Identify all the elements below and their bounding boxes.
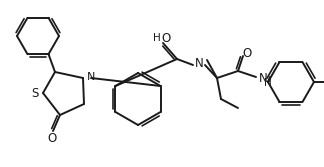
Text: S: S [31, 87, 39, 100]
Text: N: N [87, 72, 95, 82]
Text: H: H [264, 78, 272, 88]
Text: O: O [47, 132, 57, 145]
Text: N: N [195, 56, 203, 69]
Text: O: O [242, 46, 252, 59]
Text: O: O [161, 32, 171, 44]
Text: N: N [259, 71, 267, 85]
Text: H: H [153, 33, 161, 43]
